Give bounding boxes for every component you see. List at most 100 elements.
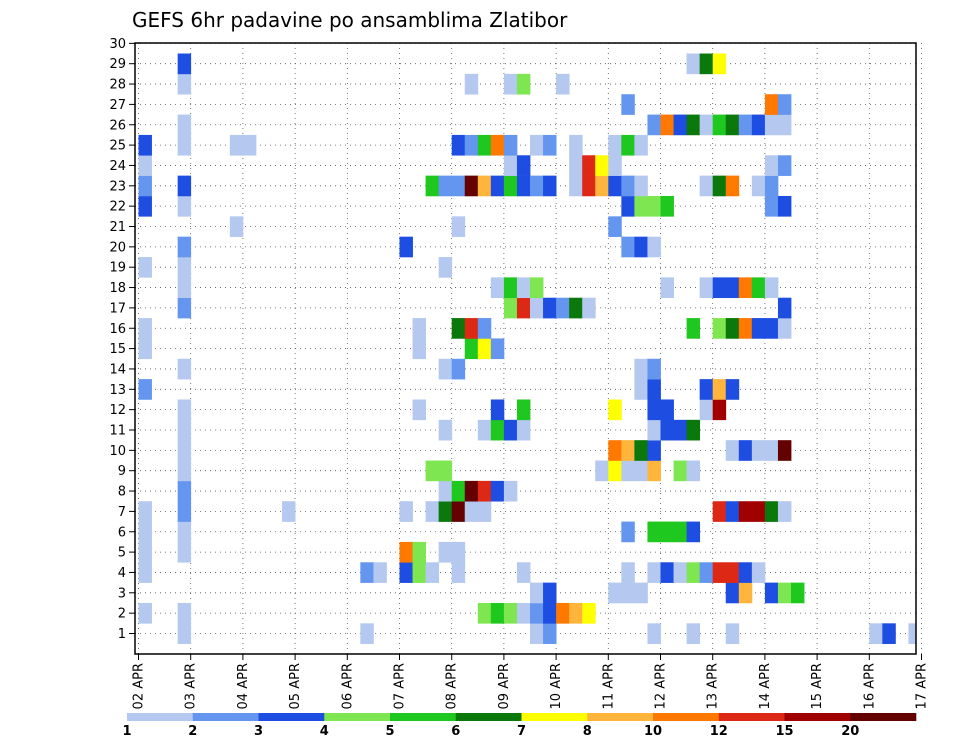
heatmap-cell [621, 440, 635, 461]
heatmap-cell [738, 501, 753, 522]
heatmap-cell [595, 175, 609, 197]
heatmap-cell [412, 338, 426, 360]
heatmap-cell [751, 175, 766, 197]
heatmap-cell [673, 460, 687, 482]
heatmap-cell [621, 460, 635, 482]
heatmap-cell [438, 257, 453, 278]
y-tick-label: 13 [109, 383, 126, 398]
y-tick-label: 11 [109, 424, 126, 439]
heatmap-cell [530, 297, 544, 319]
heatmap-cell [569, 297, 583, 319]
y-tick-label: 28 [109, 78, 126, 93]
heatmap-cell [556, 602, 570, 624]
heatmap-cell [177, 297, 192, 319]
legend-swatch [653, 713, 720, 721]
y-tick-label: 10 [109, 444, 126, 459]
heatmap-cell [530, 277, 544, 299]
heatmap-cell [177, 501, 192, 522]
y-tick-label: 1 [118, 627, 126, 642]
heatmap-cell [608, 134, 622, 156]
heatmap-cell [725, 582, 740, 604]
y-tick-label: 30 [109, 37, 126, 52]
heatmap-cell [634, 358, 648, 380]
heatmap-cell [177, 114, 192, 136]
heatmap-cell [138, 379, 152, 400]
heatmap-cell [686, 114, 701, 136]
y-tick-label: 5 [118, 546, 126, 561]
legend-label: 10 [644, 724, 662, 739]
x-tick-label: 10 APR [549, 663, 564, 709]
heatmap-cell [503, 155, 518, 176]
heatmap-cell [660, 521, 674, 543]
heatmap-cell [399, 501, 413, 522]
y-tick-label: 12 [109, 403, 126, 418]
heatmap-cell [464, 175, 479, 197]
y-tick-label: 3 [118, 586, 126, 601]
heatmap-cell [569, 155, 583, 176]
heatmap-cell [451, 562, 466, 583]
x-tick-label: 09 APR [497, 663, 512, 709]
heatmap-cell [725, 501, 740, 522]
heatmap-cell [621, 562, 635, 583]
heatmap-cell [608, 440, 622, 461]
x-tick-label: 04 APR [236, 663, 251, 709]
x-tick-label: 07 APR [393, 663, 408, 709]
heatmap-cell [373, 562, 387, 583]
y-tick-label: 6 [118, 525, 126, 540]
heatmap-cell [360, 623, 374, 644]
heatmap-cell [647, 460, 661, 482]
heatmap-cell [503, 73, 518, 95]
heatmap-cell [647, 399, 661, 421]
heatmap-cell [777, 318, 792, 339]
heatmap-cell [490, 175, 505, 197]
heatmap-cell [177, 399, 192, 421]
heatmap-cell [569, 602, 583, 624]
heatmap-cell [777, 501, 792, 522]
y-tick-label: 21 [109, 220, 126, 235]
heatmap-cell [556, 73, 570, 95]
heatmap-cell [712, 53, 727, 75]
heatmap-cell [138, 602, 152, 624]
heatmap-cell [569, 175, 583, 197]
heatmap-cell [660, 114, 674, 136]
heatmap-cell [282, 501, 296, 522]
heatmap-cell [777, 94, 792, 115]
heatmap-cell [725, 175, 740, 197]
y-tick-label: 7 [118, 505, 126, 520]
heatmap-cell [438, 419, 453, 441]
heatmap-cell [412, 562, 426, 583]
heatmap-cell [647, 379, 661, 400]
y-tick-label: 16 [109, 322, 126, 337]
legend-swatch [390, 713, 457, 721]
heatmap-cell [608, 399, 622, 421]
heatmap-cell [503, 480, 518, 502]
heatmap-cell [751, 501, 766, 522]
heatmap-cell [660, 399, 674, 421]
heatmap-cell [451, 541, 466, 563]
heatmap-cell [177, 623, 192, 644]
heatmap-cell [908, 623, 916, 644]
heatmap-cell [438, 175, 453, 197]
legend-swatch [850, 713, 917, 721]
heatmap-cell [464, 318, 479, 339]
x-tick-label: 17 APR [915, 663, 930, 709]
heatmap-cell [543, 175, 557, 197]
heatmap-cell [725, 379, 740, 400]
legend-swatch [324, 713, 391, 721]
y-tick-label: 14 [109, 362, 126, 377]
legend-swatch [784, 713, 851, 721]
heatmap-cell [451, 501, 466, 522]
heatmap-cell [229, 134, 244, 156]
heatmap-cell [751, 318, 766, 339]
x-tick-label: 15 APR [810, 663, 825, 709]
heatmap-cell [516, 419, 531, 441]
heatmap-cell [621, 582, 635, 604]
heatmap-cell [582, 602, 596, 624]
heatmap-cell [138, 257, 152, 278]
legend-label: 4 [320, 724, 329, 739]
y-tick-label: 29 [109, 57, 126, 72]
heatmap-cell [582, 297, 596, 319]
heatmap-cell [660, 277, 674, 299]
x-tick-label: 12 APR [654, 663, 669, 709]
